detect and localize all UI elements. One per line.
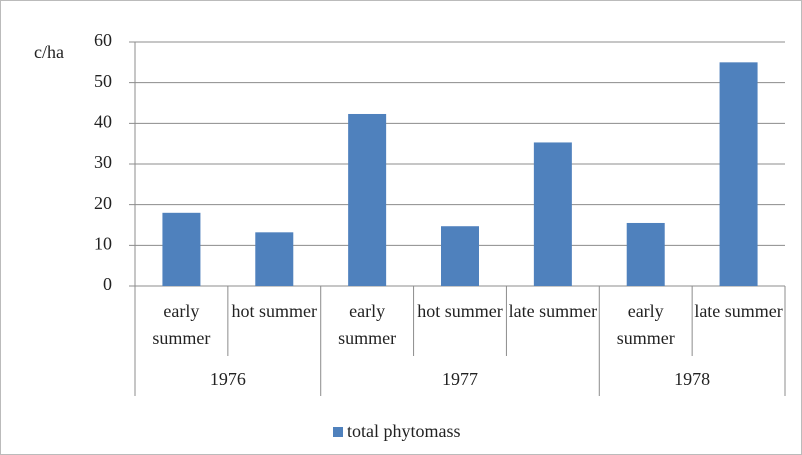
x-tick-label: early summer <box>616 301 675 348</box>
group-label: 1976 <box>210 369 246 389</box>
group-label: 1978 <box>674 369 710 389</box>
bar <box>441 226 479 286</box>
x-tick-label: hot summer <box>231 301 318 321</box>
x-tick-label: hot summer <box>417 301 503 321</box>
bar <box>255 232 294 286</box>
y-tick-label: 60 <box>94 30 112 50</box>
bar <box>533 142 572 286</box>
x-tick-label: late summer <box>508 301 598 321</box>
bar <box>348 113 387 286</box>
legend-swatch <box>333 427 343 437</box>
bar <box>719 62 758 287</box>
x-tick-label: early summer <box>152 301 211 348</box>
y-tick-label: 20 <box>94 193 112 213</box>
y-tick-label: 40 <box>94 111 112 131</box>
y-tick-label: 0 <box>103 274 112 294</box>
group-label: 1977 <box>442 369 478 389</box>
y-tick-label: 50 <box>94 71 112 91</box>
bar <box>162 212 201 286</box>
legend-label: total phytomass <box>347 421 461 441</box>
y-tick-label: 10 <box>94 233 112 253</box>
y-tick-label: 30 <box>94 152 112 172</box>
x-tick-label: late summer <box>694 301 783 321</box>
y-axis-label: c/ha <box>34 42 64 62</box>
x-tick-label: early summer <box>338 301 397 348</box>
bar <box>626 222 665 286</box>
